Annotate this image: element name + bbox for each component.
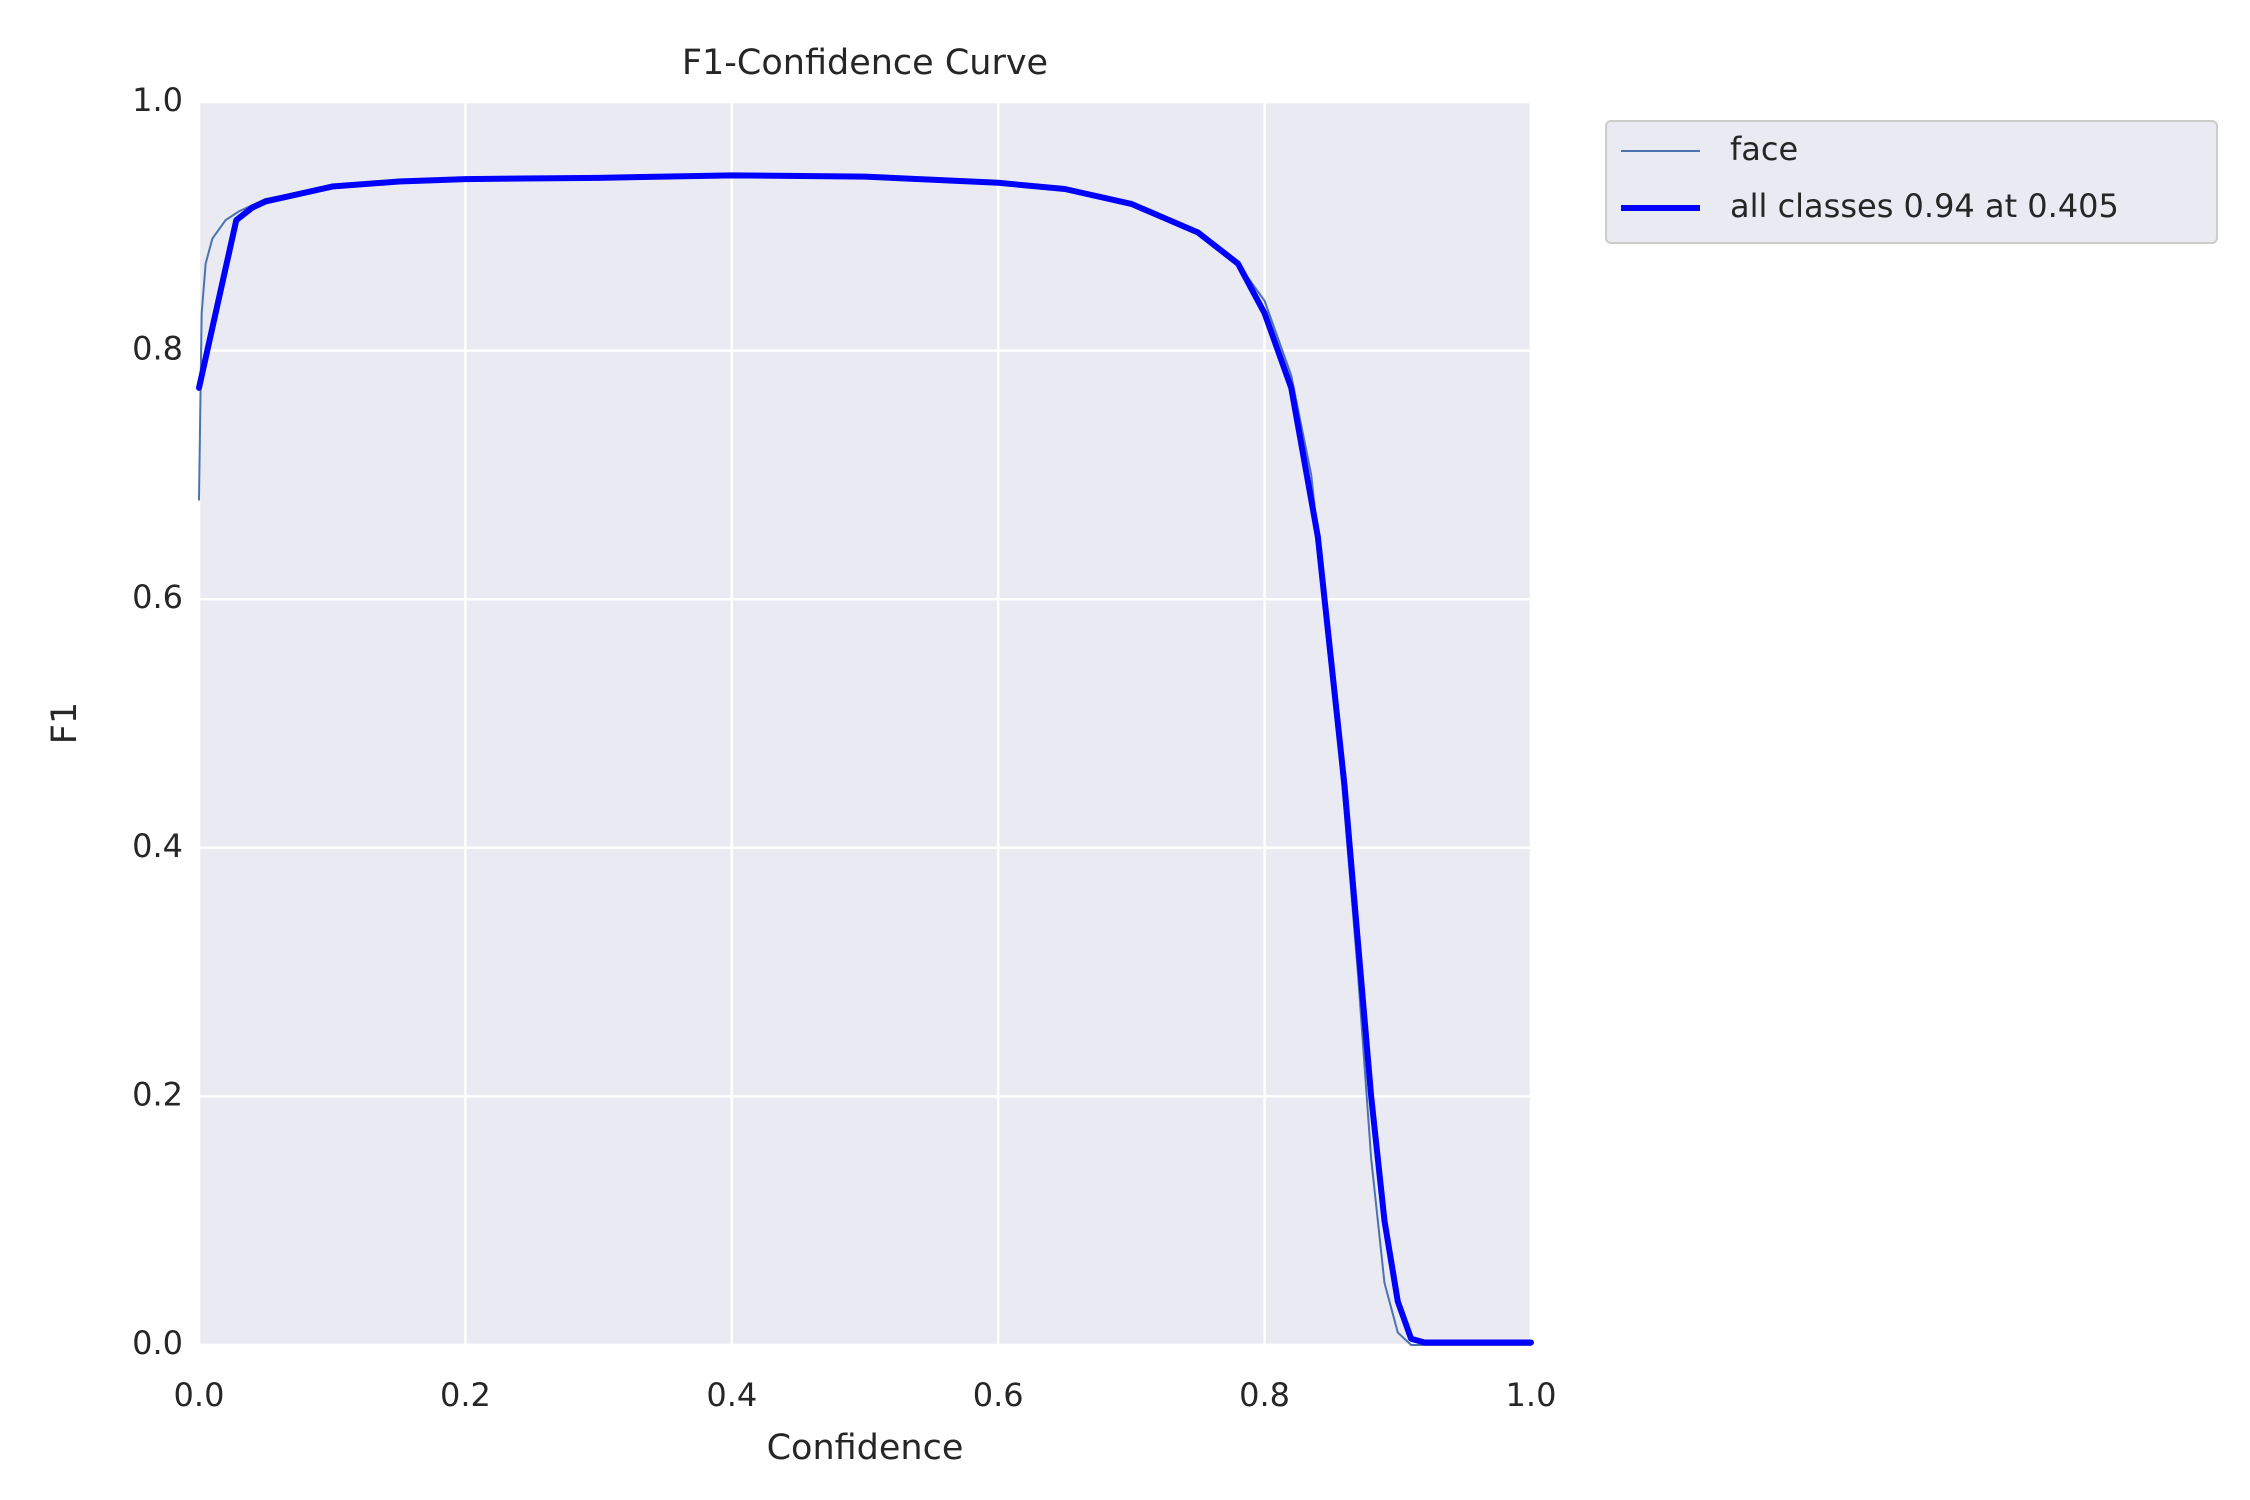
y-tick-label: 1.0 — [132, 81, 183, 119]
x-tick-label: 0.2 — [440, 1376, 491, 1414]
legend-box — [1605, 120, 2218, 244]
legend-label: all classes 0.94 at 0.405 — [1730, 187, 2119, 225]
x-tick-label: 1.0 — [1506, 1376, 1557, 1414]
y-axis-label: F1 — [45, 702, 85, 744]
x-tick-label: 0.0 — [174, 1376, 225, 1414]
y-tick-label: 0.4 — [132, 827, 183, 865]
legend-label: face — [1730, 130, 1798, 168]
legend: face all classes 0.94 at 0.405 — [1605, 120, 2218, 244]
y-tick-label: 0.8 — [132, 330, 183, 368]
y-tick-label: 0.0 — [132, 1324, 183, 1362]
x-tick-label: 0.6 — [973, 1376, 1024, 1414]
grid — [197, 100, 1533, 1347]
plot-background — [199, 102, 1531, 1345]
y-tick-label: 0.2 — [132, 1075, 183, 1113]
lines — [196, 172, 1534, 1346]
series-line — [196, 172, 1534, 1346]
chart-title: F1-Confidence Curve — [682, 43, 1048, 83]
y-tick-label: 0.6 — [132, 578, 183, 616]
x-tick-label: 0.8 — [1239, 1376, 1290, 1414]
x-tick-label: 0.4 — [706, 1376, 757, 1414]
x-axis-label: Confidence — [767, 1428, 964, 1468]
